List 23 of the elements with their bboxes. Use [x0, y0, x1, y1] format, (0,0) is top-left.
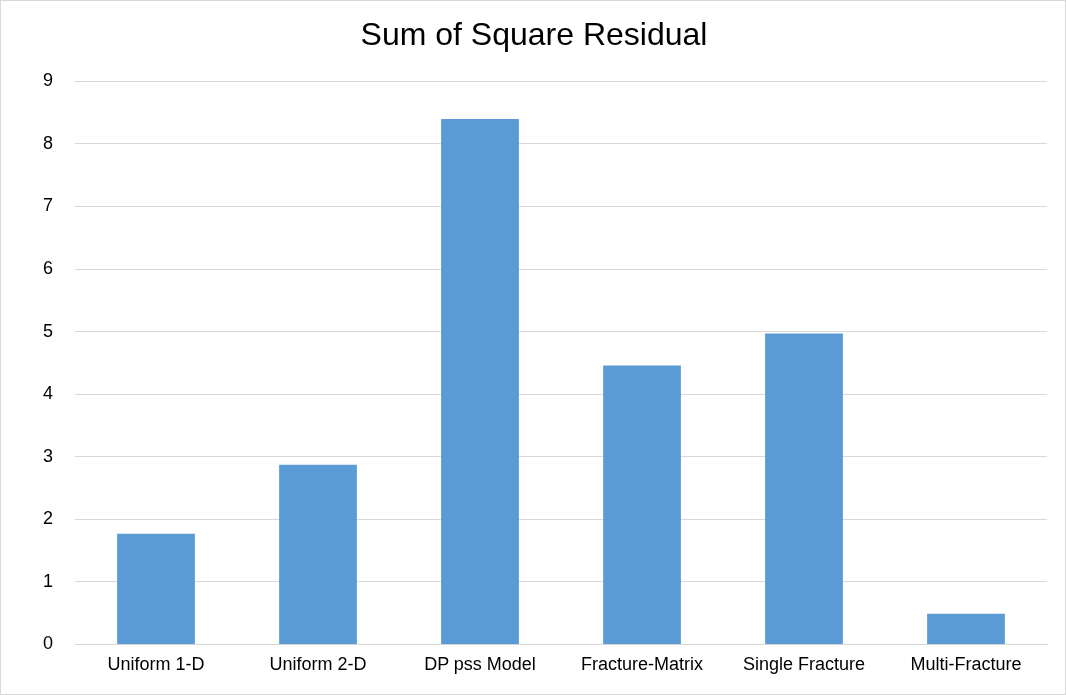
x-tick-label: Uniform 2-D [269, 654, 367, 675]
x-tick-label: Multi-Fracture [910, 654, 1022, 675]
y-tick-label: 5 [43, 320, 54, 341]
chart-title: Sum of Square Residual [360, 16, 708, 53]
bar [441, 118, 519, 644]
y-tick-label: 9 [43, 70, 54, 91]
bar [279, 464, 357, 644]
bar [603, 365, 681, 644]
x-tick-label: Single Fracture [742, 654, 866, 675]
x-tick-label: DP pss Model [424, 654, 536, 675]
y-tick-label: 6 [43, 258, 54, 279]
y-tick-label: 0 [43, 633, 54, 654]
x-tick-label: Uniform 1-D [107, 654, 205, 675]
y-tick-label: 2 [43, 508, 54, 529]
y-tick-label: 4 [43, 383, 54, 404]
bar [927, 613, 1005, 644]
y-tick-label: 3 [43, 445, 54, 466]
bar [765, 333, 843, 644]
x-tick-label: Fracture-Matrix [581, 654, 704, 675]
bar [117, 533, 195, 644]
y-tick-label: 1 [43, 570, 54, 591]
y-tick-label: 8 [43, 132, 54, 153]
y-tick-label: 7 [43, 195, 54, 216]
